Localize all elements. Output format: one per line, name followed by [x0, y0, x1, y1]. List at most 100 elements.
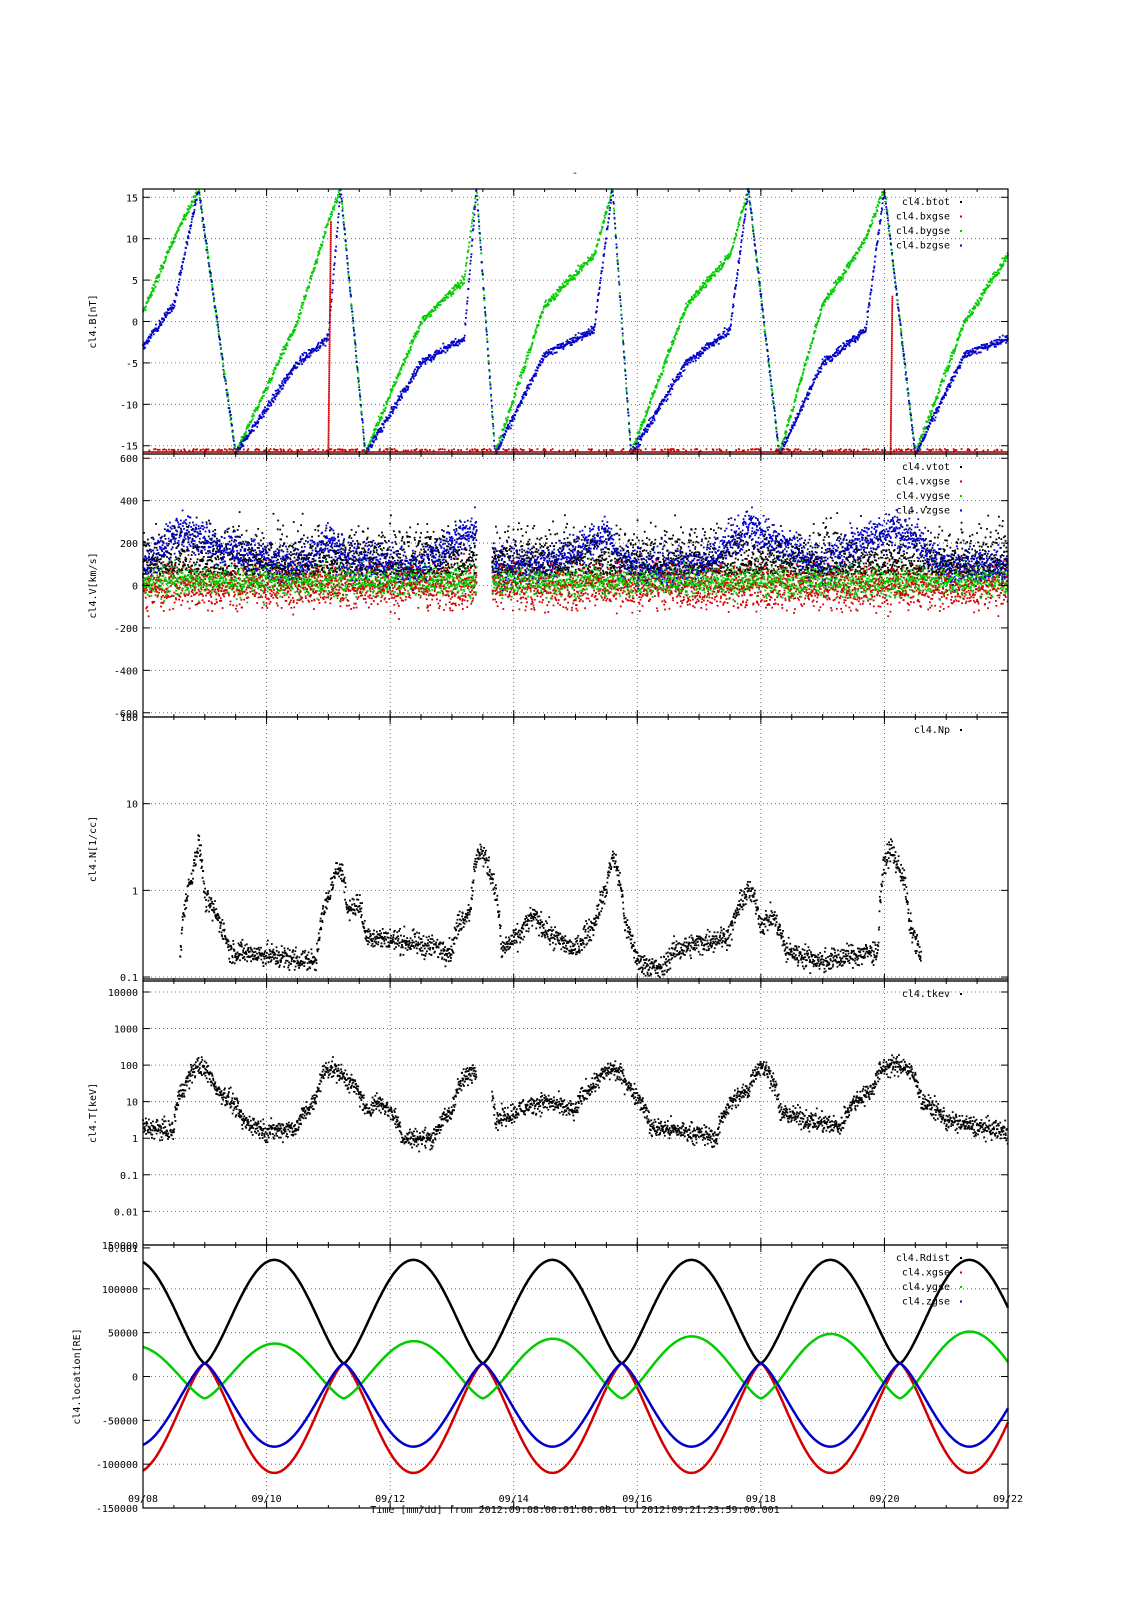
bzgse-point: [805, 396, 808, 399]
bzgse-point: [737, 259, 740, 262]
bzgse-point: [189, 225, 192, 228]
bygse-point: [948, 366, 950, 369]
bygse-point: [207, 255, 210, 258]
bygse-point: [968, 316, 971, 318]
bzgse-point: [917, 449, 920, 452]
bzgse-point: [242, 444, 245, 447]
bygse-point: [891, 253, 894, 256]
bzgse-point: [672, 383, 675, 386]
bxgse-point: [910, 449, 913, 452]
bygse-point: [887, 223, 890, 226]
bygse-point: [233, 446, 236, 449]
bygse-point: [973, 306, 976, 308]
bzgse-point: [392, 409, 395, 412]
bygse-point: [918, 443, 921, 446]
bygse-point: [529, 349, 532, 351]
bxgse-point: [905, 448, 908, 451]
bzgse-point: [833, 354, 836, 357]
bzgse-point: [284, 381, 287, 384]
bygse-point: [740, 211, 743, 214]
bzgse-point: [580, 333, 583, 336]
bygse-point: [830, 293, 833, 296]
bygse-point: [667, 354, 670, 357]
bzgse-point: [809, 386, 811, 389]
bxgse-point: [419, 449, 421, 452]
bxgse-point: [919, 448, 922, 451]
bygse-point: [752, 228, 755, 231]
bzgse-point: [611, 190, 614, 193]
bygse-point: [889, 237, 892, 239]
bygse-point: [664, 359, 667, 361]
bxgse-point: [207, 448, 210, 451]
bzgse-point: [284, 380, 286, 383]
bygse-point: [687, 305, 689, 308]
bygse-point: [940, 381, 943, 383]
bxgse-point: [912, 448, 915, 451]
bzgse-point: [950, 378, 953, 380]
bzgse-point: [670, 387, 673, 390]
bygse-point: [336, 196, 339, 199]
bygse-point: [700, 288, 703, 291]
bygse-point: [819, 314, 821, 317]
bygse-point: [912, 436, 915, 439]
bygse-point: [539, 314, 542, 317]
bzgse-point: [718, 333, 721, 336]
bzgse-point: [666, 398, 669, 401]
bygse-point: [581, 269, 583, 272]
bzgse-point: [657, 410, 659, 413]
bzgse-point: [609, 206, 611, 209]
bzgse-point: [257, 422, 259, 425]
bxgse-point: [634, 449, 636, 452]
bygse-point: [238, 445, 241, 447]
bygse-point: [390, 391, 393, 394]
bxgse-point: [519, 448, 522, 451]
bygse-point: [342, 217, 345, 220]
bzgse-point: [985, 346, 988, 348]
bxgse-point: [505, 449, 507, 452]
bzgse-point: [904, 363, 907, 365]
bygse-point: [799, 380, 802, 383]
bzgse-point: [942, 395, 945, 398]
bzgse-point: [378, 431, 381, 433]
bzgse-point: [783, 444, 785, 446]
bzgse-point: [898, 318, 901, 321]
bzgse-point: [535, 374, 537, 377]
bxgse-point: [350, 448, 353, 451]
bzgse-point: [1001, 334, 1004, 337]
bzgse-point: [157, 329, 160, 332]
bygse-point: [347, 264, 349, 267]
bygse-point: [988, 284, 991, 287]
bzgse-point: [375, 436, 378, 438]
bygse-point: [848, 265, 851, 268]
bzgse-point: [870, 284, 873, 287]
bzgse-point: [145, 339, 148, 342]
bygse-point: [639, 428, 642, 431]
bygse-point: [570, 275, 573, 277]
bzgse-point: [275, 395, 278, 397]
bygse-point: [453, 289, 455, 292]
bxgse-point: [682, 448, 685, 451]
bygse-point: [323, 235, 326, 237]
bzgse-point: [305, 352, 308, 354]
bygse-point: [681, 313, 684, 316]
bygse-point: [388, 397, 391, 399]
bygse-point: [463, 275, 466, 278]
bxgse-point: [690, 448, 693, 451]
bzgse-point: [371, 444, 374, 447]
bxgse-point: [202, 448, 204, 451]
bzgse-point: [179, 269, 182, 272]
bygse-point: [188, 208, 191, 210]
bygse-point: [527, 354, 530, 357]
bzgse-point: [267, 403, 269, 406]
bygse-point: [400, 367, 402, 369]
bzgse-point: [571, 343, 573, 346]
bygse-point: [549, 297, 552, 300]
bzgse-point: [265, 408, 268, 411]
bzgse-point: [984, 345, 987, 348]
bygse-point: [566, 283, 569, 285]
bzgse-point: [746, 200, 749, 203]
bygse-point: [950, 358, 953, 360]
bzgse-point: [245, 437, 247, 439]
bzgse-point: [794, 421, 796, 424]
bzgse-point: [829, 360, 831, 363]
